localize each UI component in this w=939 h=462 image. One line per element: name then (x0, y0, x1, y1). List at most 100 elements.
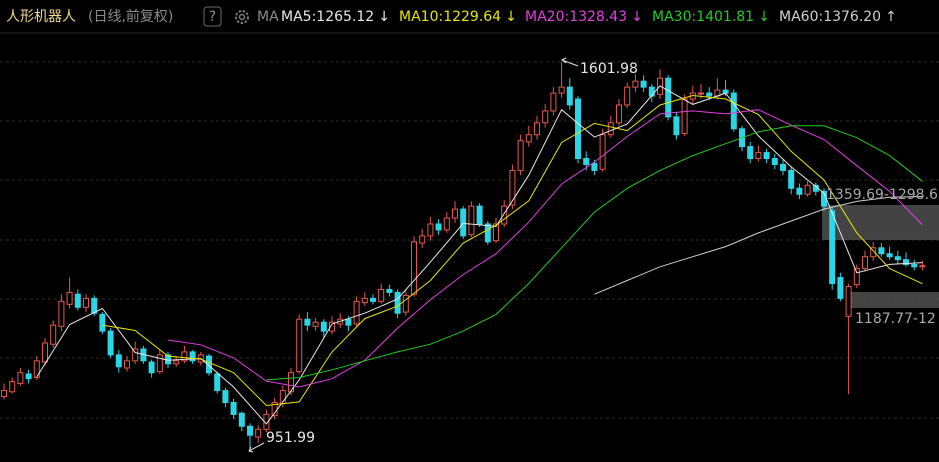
candle-body (640, 80, 647, 88)
candle-body (173, 360, 180, 365)
candle-body (255, 428, 262, 438)
legend-entry: MA10:1229.64 (399, 9, 501, 25)
low-arrow-head (248, 446, 254, 453)
candle-body (320, 321, 327, 332)
legend-entry: MA30:1401.81 (652, 9, 754, 25)
candle-body (599, 134, 606, 170)
candle-body (517, 140, 524, 171)
legend-entry: MA20:1328.43 (525, 9, 627, 25)
candle-body (156, 354, 163, 373)
price-zone (851, 292, 939, 308)
candle-body (25, 373, 32, 380)
candle-body (386, 288, 393, 293)
candle-body (747, 146, 754, 160)
candle-body (542, 110, 549, 124)
candle-body (460, 208, 467, 237)
candle-body (345, 318, 352, 326)
candle-body (853, 268, 860, 286)
candle-body (411, 241, 417, 295)
gear-hub[interactable] (238, 13, 246, 21)
candle-body (878, 247, 885, 255)
period: (日线,前复权) (88, 8, 173, 25)
high-label: 1601.98 (580, 61, 638, 77)
candle-body (706, 92, 713, 97)
candle-body (829, 210, 836, 284)
candle-body (58, 300, 65, 327)
candle-body (402, 294, 409, 313)
candle-body (673, 116, 680, 136)
legend-trend: ↑ (885, 9, 897, 25)
high-arrow (561, 59, 579, 67)
grid (0, 61, 939, 419)
candle-body (837, 277, 844, 299)
candle-body (435, 223, 442, 231)
candle-body (665, 77, 672, 118)
candle-body (566, 86, 573, 106)
header-bg (0, 0, 939, 33)
candle-body (509, 169, 516, 206)
candle-body (238, 412, 245, 427)
candle-body (443, 217, 450, 231)
candle-body (632, 80, 639, 88)
candle-body (42, 342, 48, 363)
candle-body (296, 318, 303, 373)
candle-body (862, 256, 868, 270)
candle-body (115, 354, 122, 368)
gear-teeth[interactable] (235, 10, 249, 24)
candle-body (484, 223, 491, 243)
candle-body (230, 401, 237, 415)
candle-body (525, 134, 532, 143)
candle-body (419, 235, 426, 244)
candle-body (66, 291, 73, 305)
high-arrow-head (561, 57, 567, 64)
candle-body (501, 205, 508, 225)
candle-body (107, 330, 114, 356)
candle-body (1, 390, 7, 398)
candle-body (91, 297, 98, 314)
candle-body (468, 205, 475, 236)
candle-body (607, 122, 614, 136)
ma-line (36, 85, 923, 425)
price-zone (822, 205, 939, 240)
candle-body (763, 152, 770, 160)
candle-body (132, 348, 139, 362)
plot (1, 62, 926, 449)
candle-body (870, 247, 877, 258)
candle-body (304, 318, 311, 326)
candle-body (730, 92, 737, 130)
candle-body (83, 297, 89, 308)
candle-body (214, 373, 221, 392)
ma-label: MA (257, 9, 279, 25)
candle-body (845, 285, 852, 317)
candle-body (780, 163, 786, 171)
candle-body (624, 86, 631, 106)
candle-body (894, 256, 901, 261)
candle-body (796, 187, 803, 195)
settings-icon[interactable] (235, 10, 249, 24)
candle-body (534, 122, 540, 136)
candle-body (361, 297, 368, 304)
candle-body (911, 263, 918, 268)
legend-trend: ↓ (631, 9, 643, 25)
low-label: 951.99 (266, 430, 315, 446)
candle-body (353, 300, 360, 325)
candle-body (378, 288, 385, 302)
legend-trend: ↓ (378, 9, 390, 25)
candle-body (17, 372, 24, 384)
candle-body (903, 259, 909, 265)
help-icon[interactable]: ? (209, 9, 216, 25)
candle-body (206, 355, 212, 374)
candle-body (427, 223, 434, 237)
candle-body (247, 425, 253, 436)
candle-body (755, 152, 762, 160)
help-box[interactable] (203, 6, 222, 27)
low-arrow (248, 442, 265, 452)
candle-body (493, 223, 499, 242)
legend-entry: MA5:1265.12 (281, 9, 374, 25)
zone-label: 1359.69-1298.6 (826, 187, 938, 203)
candle-body (189, 351, 196, 362)
candle-body (288, 372, 294, 393)
candle-body (591, 162, 598, 171)
candle-body (50, 324, 57, 345)
